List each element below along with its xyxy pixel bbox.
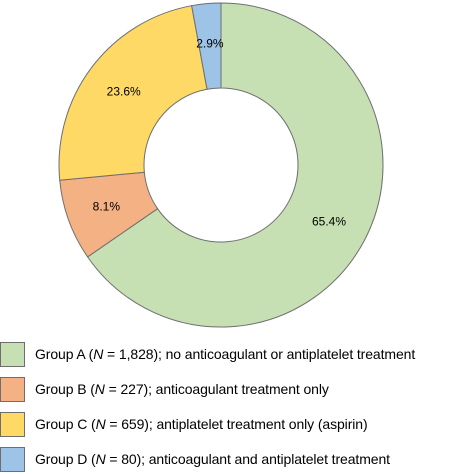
slice-group-a xyxy=(86,2,384,328)
slice-label-group-a: 65.4% xyxy=(312,215,346,229)
slice-label-group-d: 2.9% xyxy=(196,37,224,51)
legend-label-group-b: Group B (N = 227); anticoagulant treatme… xyxy=(35,381,329,397)
slice-group-c xyxy=(58,5,208,181)
donut-chart: 65.4% 8.1% 23.6% 2.9% xyxy=(58,2,384,328)
slice-group-d xyxy=(191,2,222,90)
legend-item-group-c: Group C (N = 659); antiplatelet treatmen… xyxy=(0,410,474,438)
legend-label-group-d: Group D (N = 80); anticoagulant and anti… xyxy=(35,451,390,467)
legend-item-group-d: Group D (N = 80); anticoagulant and anti… xyxy=(0,445,474,473)
legend-item-group-b: Group B (N = 227); anticoagulant treatme… xyxy=(0,375,474,403)
donut-labels: 65.4% 8.1% 23.6% 2.9% xyxy=(93,37,347,229)
legend-label-group-a: Group A (N = 1,828); no anticoagulant or… xyxy=(35,346,416,362)
donut-slices xyxy=(58,2,384,328)
legend-swatch-group-a xyxy=(0,341,25,367)
legend: Group A (N = 1,828); no anticoagulant or… xyxy=(0,340,474,474)
slice-label-group-b: 8.1% xyxy=(93,200,121,214)
slice-label-group-c: 23.6% xyxy=(107,84,141,98)
legend-swatch-group-b xyxy=(0,376,25,402)
legend-swatch-group-d xyxy=(0,446,25,472)
legend-swatch-group-c xyxy=(0,411,25,437)
legend-item-group-a: Group A (N = 1,828); no anticoagulant or… xyxy=(0,340,474,368)
legend-label-group-c: Group C (N = 659); antiplatelet treatmen… xyxy=(35,416,368,432)
